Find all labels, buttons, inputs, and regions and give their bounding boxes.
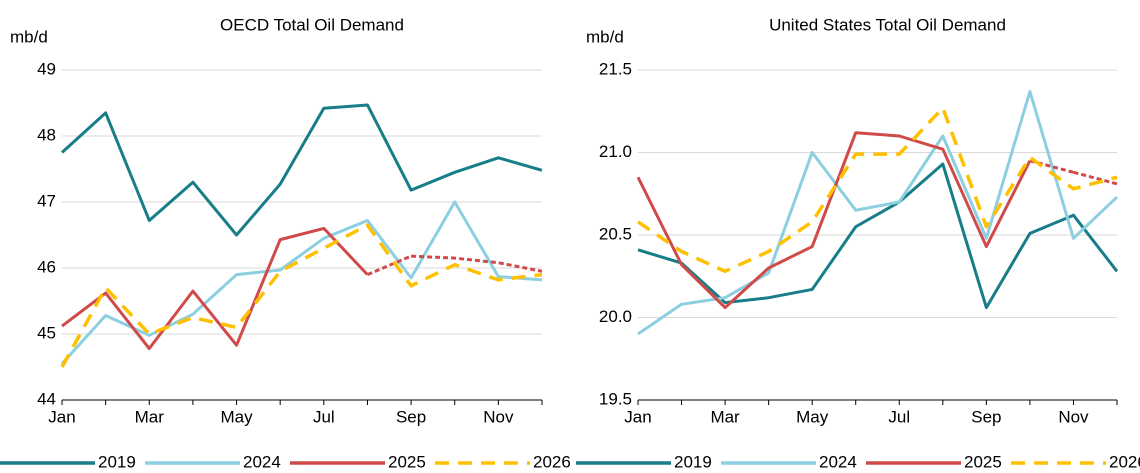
y-tick-label: 47: [37, 191, 56, 210]
legend-label: 2026: [533, 452, 571, 471]
x-tick-label: Sep: [971, 407, 1001, 426]
y-tick-label: 20.0: [599, 307, 632, 326]
legend-label: 2024: [819, 452, 857, 471]
series-line: [61, 226, 369, 351]
y-tick-label: 44: [37, 389, 56, 408]
series-line: [636, 131, 1032, 310]
legend-label: 2025: [964, 452, 1002, 471]
x-tick-label: Jul: [888, 407, 910, 426]
y-axis-label: mb/d: [586, 27, 624, 46]
x-tick-label: Jul: [313, 407, 335, 426]
x-tick-label: Jan: [624, 407, 651, 426]
chart-title: United States Total Oil Demand: [769, 15, 1006, 34]
legend-label: 2025: [388, 452, 426, 471]
y-tick-label: 21.5: [599, 59, 632, 78]
legend-label: 2024: [243, 452, 281, 471]
series-line: [637, 162, 1119, 310]
legend-label: 2019: [98, 452, 136, 471]
y-axis-label: mb/d: [10, 27, 48, 46]
x-tick-label: Jan: [48, 407, 75, 426]
x-tick-label: May: [220, 407, 253, 426]
legend-label: 2019: [674, 452, 712, 471]
legend-label: 2026: [1109, 452, 1140, 471]
series-line: [637, 106, 1118, 274]
chart-title: OECD Total Oil Demand: [220, 15, 404, 34]
y-tick-label: 49: [37, 59, 56, 78]
series-connector: [366, 254, 412, 276]
x-tick-label: Sep: [396, 407, 426, 426]
y-tick-label: 21.0: [599, 142, 632, 161]
series-line: [60, 200, 543, 365]
series-line: [411, 254, 543, 273]
x-tick-label: Nov: [1058, 407, 1089, 426]
x-tick-label: Nov: [483, 407, 514, 426]
x-tick-label: Mar: [135, 407, 165, 426]
y-tick-label: 48: [37, 125, 56, 144]
series-line: [60, 223, 543, 368]
y-tick-label: 46: [37, 257, 56, 276]
x-tick-label: May: [796, 407, 829, 426]
y-tick-label: 45: [37, 323, 56, 342]
x-tick-label: Mar: [710, 407, 740, 426]
series-line: [60, 103, 543, 237]
y-tick-label: 20.5: [599, 224, 632, 243]
y-tick-label: 19.5: [599, 389, 632, 408]
